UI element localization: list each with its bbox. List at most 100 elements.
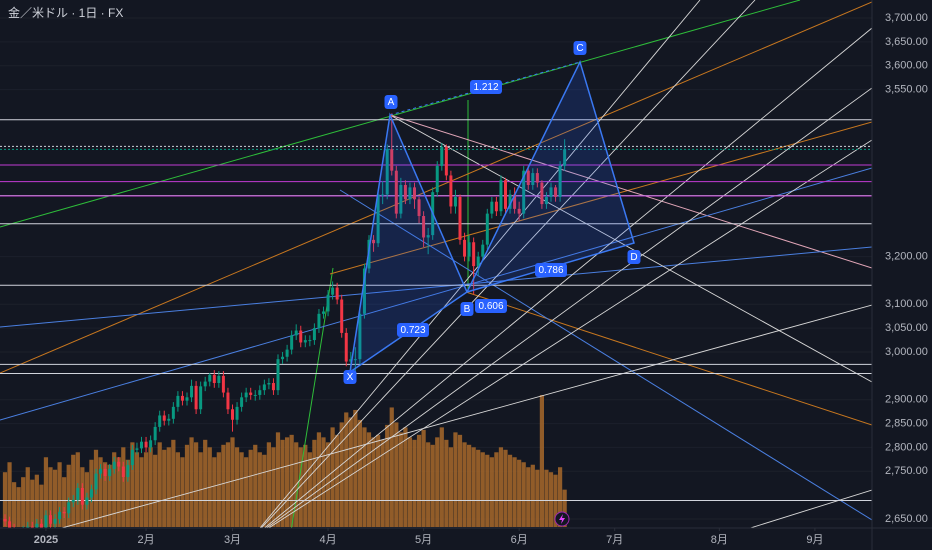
volume-bar xyxy=(12,482,17,527)
x-tick-label: 2025 xyxy=(34,534,58,546)
candle-body xyxy=(94,473,98,490)
volume-bar xyxy=(112,452,117,527)
candle-body xyxy=(158,415,162,427)
volume-bar xyxy=(558,467,563,527)
candle-body xyxy=(30,526,34,528)
volume-bar xyxy=(116,457,121,527)
pattern-point-box xyxy=(573,41,587,55)
candle-body xyxy=(408,187,412,200)
volume-bar xyxy=(480,452,485,527)
volume-bar xyxy=(539,395,544,527)
volume-bar xyxy=(239,452,244,527)
volume-bar xyxy=(485,454,490,527)
candle-body xyxy=(258,390,262,395)
volume-bar xyxy=(257,452,262,527)
candle-body xyxy=(444,146,448,176)
candle-body xyxy=(235,406,239,420)
volume-bar xyxy=(48,467,53,527)
candle-body xyxy=(472,242,476,267)
candle-body xyxy=(331,287,335,295)
pattern-point-box xyxy=(460,302,474,316)
volume-bar xyxy=(30,479,35,527)
volume-bar xyxy=(271,447,276,527)
x-tick-label: 8月 xyxy=(711,534,728,546)
volume-bar xyxy=(467,444,472,527)
candle-body xyxy=(117,461,121,467)
trend-line xyxy=(329,121,872,275)
volume-bar xyxy=(448,447,453,527)
volume-bar xyxy=(234,447,240,527)
candle-body xyxy=(453,196,457,207)
pattern-ratio-box xyxy=(475,299,507,313)
pattern-ratio-box xyxy=(535,263,567,277)
volume-bar xyxy=(134,452,140,527)
volume-bar xyxy=(57,462,62,527)
y-tick-label: 3,550.00 xyxy=(885,83,928,95)
volume-bar xyxy=(212,457,217,527)
candle-body xyxy=(8,521,12,528)
volume-bar xyxy=(225,442,231,527)
candle-body xyxy=(217,375,221,384)
indicator-icon xyxy=(554,511,570,527)
candle-body xyxy=(322,311,325,314)
volume-bar xyxy=(307,452,312,527)
candle-body xyxy=(299,330,303,343)
volume-bar xyxy=(471,447,476,527)
volume-bar xyxy=(330,427,335,527)
candle-body xyxy=(194,385,198,410)
candle-body xyxy=(249,392,253,395)
volume-bar xyxy=(339,422,344,527)
candle-body xyxy=(153,426,157,441)
candle-body xyxy=(381,194,385,196)
volume-bar xyxy=(380,439,385,527)
volume-bar xyxy=(526,467,531,527)
candle-body xyxy=(285,349,289,357)
candle-body xyxy=(39,523,43,528)
candle-body xyxy=(317,313,321,329)
volume-bar xyxy=(385,424,390,527)
volume-bar xyxy=(503,449,508,527)
volume-bar xyxy=(353,409,358,527)
candle-body xyxy=(440,146,444,166)
candle-body xyxy=(294,330,298,336)
candle-body xyxy=(58,511,62,519)
candle-body xyxy=(517,208,521,214)
drawings xyxy=(0,0,872,528)
volume-bar xyxy=(153,454,158,527)
fan-line xyxy=(267,139,872,528)
candle-body xyxy=(53,519,57,524)
candle-body xyxy=(121,466,125,478)
candle-body xyxy=(476,256,480,267)
candle-body xyxy=(108,468,112,477)
candle-body xyxy=(399,185,403,214)
volume-bar xyxy=(416,434,422,527)
candle-body xyxy=(403,185,407,200)
volume-bar xyxy=(130,442,135,527)
trend-line xyxy=(0,0,801,228)
volume-bar xyxy=(71,454,76,527)
x-tick-label: 9月 xyxy=(806,534,823,546)
candle-body xyxy=(413,187,416,200)
volume-bar xyxy=(125,459,130,527)
volume-bar xyxy=(412,439,417,527)
volume-bar xyxy=(430,444,435,527)
y-tick-label: 3,650.00 xyxy=(885,36,928,48)
x-tick-label: 5月 xyxy=(415,534,432,546)
volume-bar xyxy=(298,447,303,527)
candle-body xyxy=(362,268,366,314)
candle-body xyxy=(89,489,93,498)
icon xyxy=(559,514,565,524)
volume-bar xyxy=(489,457,494,527)
candle-body xyxy=(208,374,212,382)
candle-body xyxy=(267,383,271,385)
candle-body xyxy=(544,196,548,205)
y-tick-label: 2,850.00 xyxy=(885,417,928,429)
volume-bar xyxy=(407,437,413,527)
volume-bar xyxy=(507,454,513,527)
volume-bar xyxy=(62,477,67,527)
pattern-ratio-box xyxy=(397,323,429,337)
volume-bar xyxy=(262,454,267,527)
candle-body xyxy=(463,239,467,257)
volume-bar xyxy=(52,469,58,527)
